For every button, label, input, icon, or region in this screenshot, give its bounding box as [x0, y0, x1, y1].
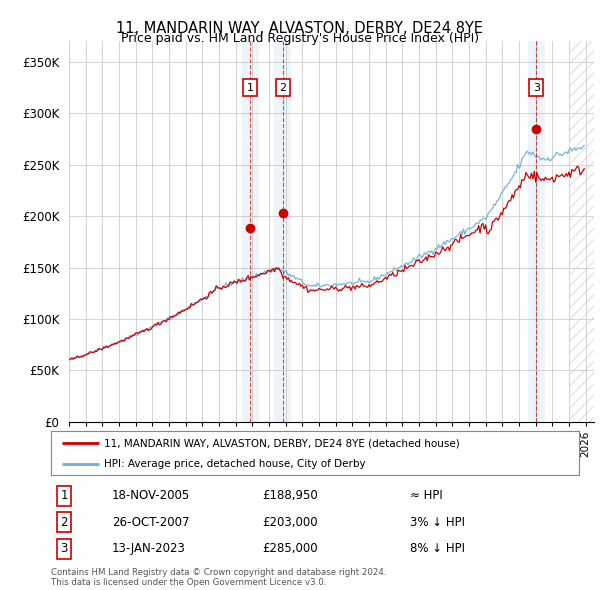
- Text: 3: 3: [533, 83, 540, 93]
- Bar: [274, 41, 291, 422]
- Text: 11, MANDARIN WAY, ALVASTON, DERBY, DE24 8YE: 11, MANDARIN WAY, ALVASTON, DERBY, DE24 …: [116, 21, 484, 35]
- Text: 13-JAN-2023: 13-JAN-2023: [112, 542, 185, 555]
- Bar: [528, 41, 545, 422]
- Text: £203,000: £203,000: [262, 516, 318, 529]
- Text: ≈ HPI: ≈ HPI: [410, 489, 443, 502]
- Text: 3% ↓ HPI: 3% ↓ HPI: [410, 516, 465, 529]
- Bar: [242, 41, 259, 422]
- Text: Price paid vs. HM Land Registry's House Price Index (HPI): Price paid vs. HM Land Registry's House …: [121, 32, 479, 45]
- Text: £285,000: £285,000: [262, 542, 318, 555]
- Text: 2: 2: [61, 516, 68, 529]
- Text: 3: 3: [61, 542, 68, 555]
- Text: £188,950: £188,950: [262, 489, 318, 502]
- Text: Contains HM Land Registry data © Crown copyright and database right 2024.
This d: Contains HM Land Registry data © Crown c…: [51, 568, 386, 587]
- Bar: [569, 41, 594, 422]
- Text: 8% ↓ HPI: 8% ↓ HPI: [410, 542, 465, 555]
- Text: 11, MANDARIN WAY, ALVASTON, DERBY, DE24 8YE (detached house): 11, MANDARIN WAY, ALVASTON, DERBY, DE24 …: [104, 438, 460, 448]
- Text: 1: 1: [61, 489, 68, 502]
- Text: 1: 1: [247, 83, 254, 93]
- Text: 26-OCT-2007: 26-OCT-2007: [112, 516, 189, 529]
- Text: HPI: Average price, detached house, City of Derby: HPI: Average price, detached house, City…: [104, 459, 365, 469]
- Text: 18-NOV-2005: 18-NOV-2005: [112, 489, 190, 502]
- Bar: [569, 41, 594, 422]
- Text: 2: 2: [279, 83, 286, 93]
